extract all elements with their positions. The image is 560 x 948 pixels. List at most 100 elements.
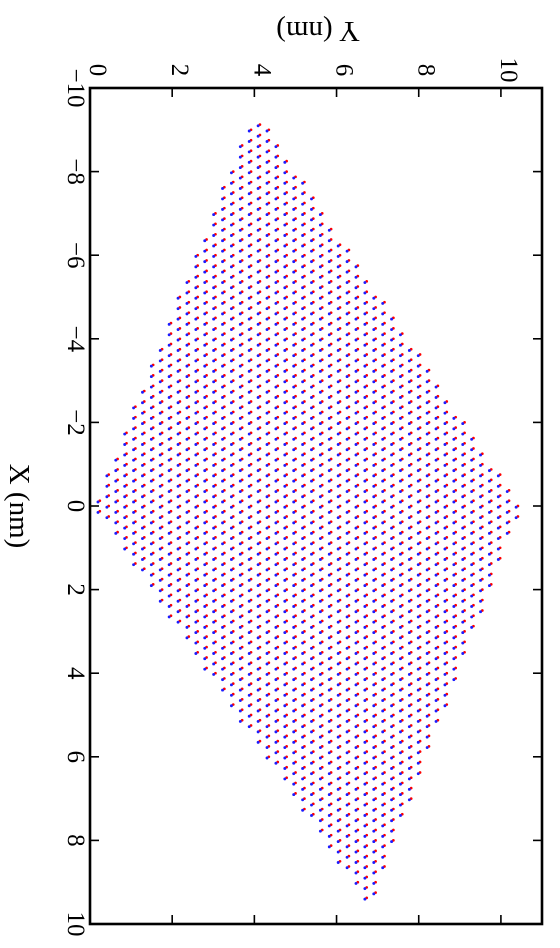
blue-point: [132, 479, 136, 483]
blue-point: [416, 364, 420, 368]
blue-point: [372, 808, 376, 812]
blue-point: [407, 683, 411, 687]
blue-point: [256, 437, 260, 441]
blue-point: [158, 422, 162, 426]
blue-point: [256, 740, 260, 744]
blue-point: [265, 735, 269, 739]
blue-point: [327, 709, 331, 713]
blue-point: [345, 866, 349, 870]
blue-point: [185, 375, 189, 379]
blue-point: [221, 187, 224, 190]
blue-point: [443, 484, 447, 488]
blue-point: [265, 349, 269, 352]
x-tick-label: −4: [62, 325, 89, 352]
blue-point: [167, 396, 171, 399]
blue-point: [212, 526, 216, 530]
blue-point: [212, 349, 216, 352]
blue-point: [194, 652, 198, 655]
blue-point: [203, 427, 207, 431]
blue-point: [372, 693, 376, 697]
blue-point: [247, 275, 251, 279]
blue-point: [292, 354, 296, 358]
blue-point: [327, 552, 331, 556]
blue-point: [487, 469, 491, 473]
blue-point: [132, 427, 136, 431]
blue-point: [470, 605, 474, 608]
blue-point: [425, 380, 429, 384]
blue-point: [256, 615, 260, 619]
blue-point: [318, 589, 322, 593]
blue-point: [203, 260, 207, 264]
blue-point: [265, 328, 269, 331]
blue-point: [372, 484, 376, 488]
blue-point: [318, 265, 322, 269]
blue-point: [470, 510, 474, 514]
blue-point: [363, 615, 367, 619]
blue-point: [194, 610, 198, 614]
blue-point: [221, 594, 224, 598]
blue-point: [390, 317, 394, 321]
blue-point: [158, 568, 162, 572]
blue-point: [283, 641, 287, 645]
blue-point: [194, 265, 198, 269]
blue-point: [336, 390, 340, 394]
blue-point: [194, 495, 198, 499]
blue-point: [176, 411, 180, 415]
blue-point: [247, 463, 251, 467]
blue-point: [336, 672, 340, 676]
blue-point: [310, 678, 313, 682]
blue-point: [274, 301, 278, 305]
blue-point: [221, 490, 224, 493]
blue-point: [372, 505, 376, 509]
blue-point: [265, 589, 269, 593]
blue-point: [390, 840, 394, 844]
blue-point: [354, 526, 358, 530]
blue-point: [354, 380, 358, 384]
blue-point: [310, 793, 313, 797]
blue-point: [310, 751, 313, 755]
blue-point: [203, 636, 207, 640]
blue-point: [292, 218, 296, 222]
blue-point: [221, 688, 224, 692]
blue-point: [479, 568, 482, 572]
blue-point: [336, 244, 340, 248]
blue-point: [425, 369, 429, 373]
blue-point: [310, 521, 313, 525]
blue-point: [283, 369, 287, 373]
blue-point: [425, 526, 429, 530]
blue-point: [461, 558, 465, 561]
blue-point: [470, 437, 474, 441]
blue-point: [318, 808, 322, 812]
blue-point: [416, 730, 420, 734]
blue-point: [399, 678, 402, 682]
blue-point: [390, 767, 394, 770]
blue-point: [265, 631, 269, 635]
blue-point: [452, 469, 456, 473]
blue-point: [194, 589, 198, 593]
blue-point: [381, 416, 385, 420]
blue-point: [141, 568, 144, 572]
blue-point: [247, 558, 251, 561]
blue-point: [221, 364, 224, 368]
blue-point: [381, 343, 385, 347]
blue-point: [256, 364, 260, 368]
blue-point: [221, 667, 224, 671]
blue-point: [310, 239, 313, 243]
blue-point: [301, 349, 305, 352]
blue-point: [185, 385, 189, 389]
blue-point: [194, 599, 198, 603]
blue-point: [149, 448, 153, 452]
blue-point: [452, 636, 456, 640]
blue-point: [123, 537, 127, 540]
blue-point: [390, 829, 394, 833]
blue-point: [203, 594, 207, 598]
blue-point: [381, 510, 385, 514]
blue-point: [158, 599, 162, 603]
blue-point: [452, 667, 456, 671]
blue-point: [443, 704, 447, 708]
blue-point: [336, 787, 340, 791]
blue-point: [327, 239, 331, 243]
blue-point: [292, 636, 296, 640]
blue-point: [372, 349, 376, 352]
blue-point: [443, 558, 447, 561]
